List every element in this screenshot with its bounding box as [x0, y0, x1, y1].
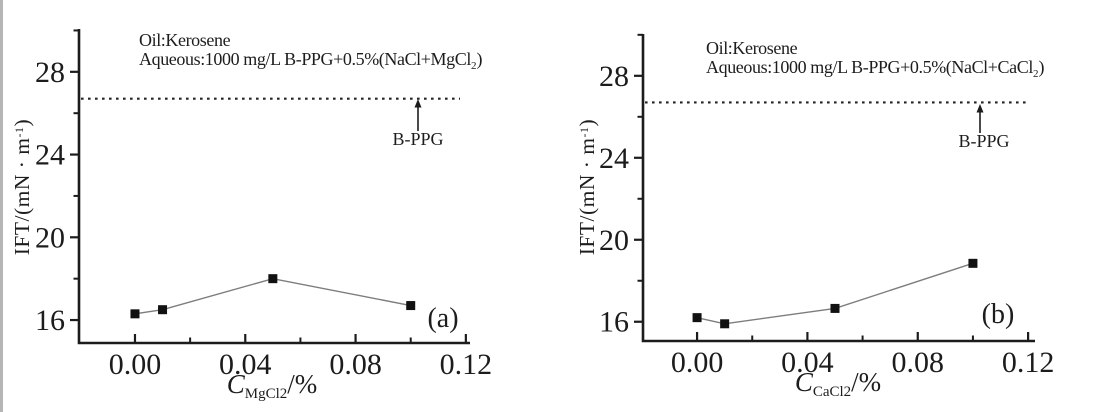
bppg-reference-label-b: B-PPG	[958, 131, 1010, 151]
x-tick-label: 0.00	[671, 346, 724, 379]
y-tick-label: 20	[35, 221, 65, 254]
annotation-panel-b: Oil:Kerosene Aqueous:1000 mg/L B-PPG+0.5…	[706, 39, 1044, 84]
data-point-marker	[130, 309, 140, 319]
bppg-arrow-head	[414, 99, 422, 108]
annotation-panel-a: Oil:Kerosene Aqueous:1000 mg/L B-PPG+0.5…	[139, 31, 482, 76]
annotation-oil-line: Oil:Kerosene	[139, 30, 231, 50]
data-point-marker	[158, 305, 168, 315]
data-line	[696, 262, 974, 325]
y-tick-label: 28	[35, 56, 65, 89]
y-axis-text: IFT/(mN · m	[575, 137, 599, 256]
data-line	[134, 277, 411, 315]
data-point-marker	[968, 258, 978, 268]
x-axis-subscript: MgCl2	[244, 386, 288, 402]
x-tick-label: 0.08	[892, 346, 945, 379]
y-axis-superscript: -1	[577, 126, 591, 138]
y-axis-text-end: )	[10, 118, 34, 127]
y-axis-text-end: )	[575, 118, 599, 127]
data-point-marker	[406, 301, 416, 311]
x-tick-label: 0.04	[781, 346, 834, 379]
data-point-marker	[830, 303, 840, 313]
data-point-marker	[268, 274, 278, 284]
x-axis-unit: /%	[287, 369, 318, 399]
y-axis-title-a: IFT/(mN · m-1)	[10, 102, 36, 272]
bppg-reference-label-a: B-PPG	[392, 129, 444, 149]
x-axis-title-b: CCaCl2/%	[738, 367, 938, 401]
annotation-aqueous-line: Aqueous:1000 mg/L B-PPG+0.5%(NaCl+CaCl2)	[706, 58, 1044, 84]
annotation-subscript: 2	[470, 60, 477, 72]
x-axis-subscript: CaCl2	[812, 384, 852, 400]
x-axis-symbol: C	[794, 367, 813, 397]
scan-edge-artifact	[0, 0, 3, 412]
annotation-oil-line: Oil:Kerosene	[706, 38, 798, 58]
y-tick-label: 24	[599, 142, 629, 175]
x-tick-label: 0.12	[440, 348, 493, 381]
data-point-marker	[692, 313, 702, 323]
panel-letter-a: (a)	[427, 303, 459, 334]
annotation-aqueous-end: )	[476, 49, 483, 69]
x-axis-symbol: C	[226, 369, 245, 399]
bppg-arrow-head	[976, 104, 984, 113]
axis-spines	[641, 34, 1035, 343]
annotation-aqueous-line: Aqueous:1000 mg/L B-PPG+0.5%(NaCl+MgCl2)	[139, 50, 482, 76]
panel-letter-b: (b)	[981, 299, 1015, 330]
x-tick-label: 0.04	[219, 348, 272, 381]
x-tick-label: 0.08	[329, 348, 382, 381]
annotation-aqueous-end: )	[1038, 57, 1045, 77]
data-point-marker	[720, 319, 730, 329]
y-axis-superscript: -1	[12, 126, 26, 138]
x-axis-unit: /%	[851, 367, 882, 397]
x-tick-label: 0.00	[109, 348, 162, 381]
y-axis-text: IFT/(mN · m	[10, 137, 34, 256]
y-tick-label: 28	[599, 60, 629, 93]
annotation-subscript: 2	[1032, 68, 1039, 80]
y-tick-label: 16	[35, 304, 65, 337]
y-axis-title-b: IFT/(mN · m-1)	[575, 102, 601, 272]
axis-spines	[77, 29, 470, 345]
y-tick-label: 16	[599, 306, 629, 339]
annotation-aqueous-text: Aqueous:1000 mg/L B-PPG+0.5%(NaCl+MgCl	[139, 49, 471, 69]
x-tick-label: 0.12	[1002, 346, 1055, 379]
annotation-aqueous-text: Aqueous:1000 mg/L B-PPG+0.5%(NaCl+CaCl	[706, 57, 1033, 77]
y-tick-label: 20	[599, 224, 629, 257]
x-axis-title-a: CMgCl2/%	[172, 369, 372, 403]
y-tick-label: 24	[35, 139, 65, 172]
